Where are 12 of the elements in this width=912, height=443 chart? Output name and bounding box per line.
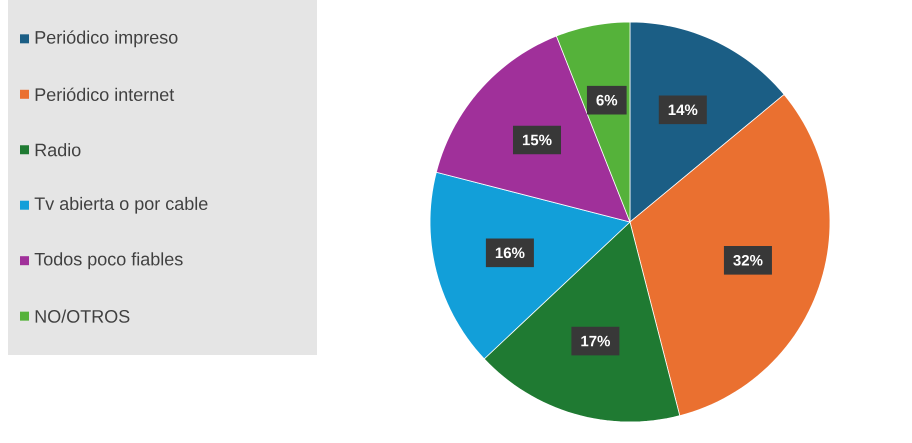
legend-label: Periódico internet (36, 88, 174, 101)
legend-label: Todos poco fiables (34, 252, 183, 270)
legend-label: Tv abierta o por cable (34, 196, 208, 214)
legend-label: Periódico impreso (36, 30, 178, 48)
legend-label: Radio (36, 143, 80, 156)
data-label: 17% (581, 336, 610, 346)
data-label: 32% (733, 254, 763, 266)
legend-label: NO/OTROS (36, 310, 130, 323)
data-label: 14% (668, 104, 698, 116)
data-label: 15% (522, 134, 552, 146)
data-label: 16% (496, 248, 525, 258)
data-label: 6% (596, 94, 618, 106)
